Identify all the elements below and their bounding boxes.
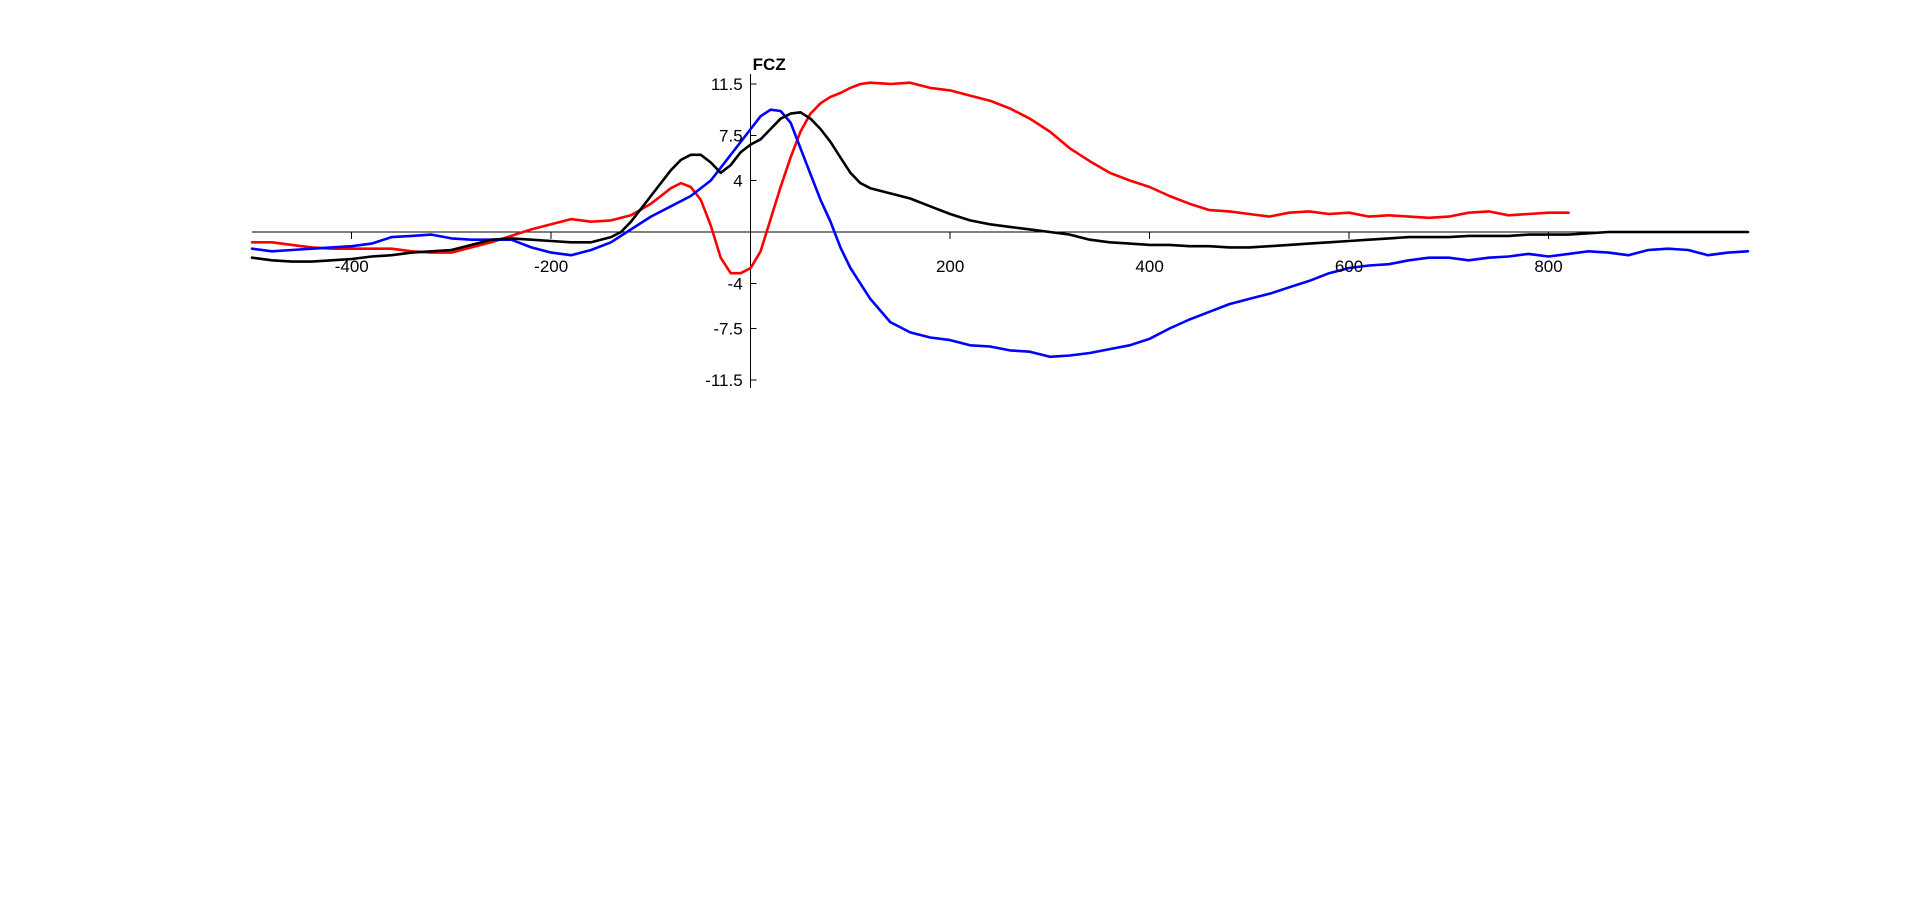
x-tick-label: -200 [534,257,568,276]
y-tick-label: 7.5 [719,126,743,145]
y-tick-label: -4 [728,274,743,293]
series-line-red [250,81,1570,275]
axes [252,74,1748,388]
x-tick-label: 600 [1335,257,1363,276]
y-tick-label: 4 [733,172,742,191]
x-tick-label: 200 [936,257,964,276]
y-tick-label: 11.5 [711,75,743,94]
series-lines [250,81,1750,359]
y-tick-label: -7.5 [713,320,742,339]
x-tick-label: 400 [1135,257,1163,276]
y-tick-label: -11.5 [705,371,743,390]
chart-title: FCZ [753,55,786,74]
x-tick-label: 800 [1534,257,1562,276]
tick-labels: -400 -200 200 400 600 800 11.5 7.5 4 -4 -7.5 -11.5 [335,75,1563,390]
series-line-black [250,111,1750,263]
series-line-blue [250,108,1750,359]
x-tick-label: -400 [335,257,369,276]
